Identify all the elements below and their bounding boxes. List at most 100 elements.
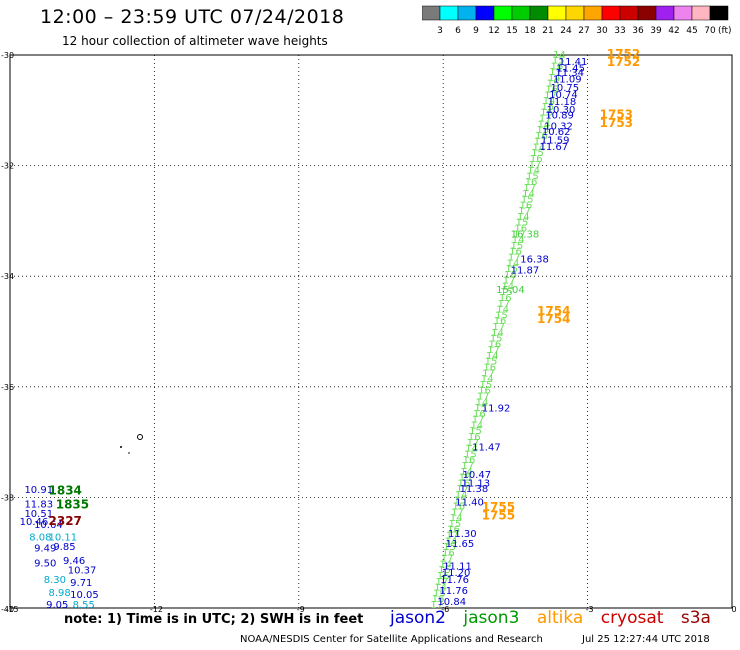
swh-value: 11.40 [455,498,484,509]
track-value: 14 [512,235,525,246]
track-value: 17 [477,391,490,402]
swh-value: 9.71 [70,578,92,589]
y-tick-label: -34 [1,272,14,281]
satellite-legend: jason2 jason3 altika cryosat s3a [390,608,723,628]
swh-value: 9.05 [46,600,68,611]
track-value: 15 [459,473,472,484]
track-value: 15 [521,195,534,206]
swh-value: 11.18 [548,97,577,108]
pass-time-label: 1753 [600,108,633,122]
pass-time-label: 1752 [607,55,640,69]
colorbar-label: 27 [578,26,589,36]
track-value: 14 [465,444,478,455]
track-value: 17 [529,160,542,171]
swh-value: 15.04 [496,285,525,296]
swh-value: 10.37 [68,566,97,577]
pass-time-label: 1754 [537,304,570,318]
track-value: 14 [439,559,452,570]
swh-value: 10.89 [545,111,574,122]
pass-time-label: 1755 [482,509,515,523]
track-value: 15 [541,102,554,113]
swh-value: 10.91 [24,485,53,496]
track-value: 16 [432,594,445,605]
track-value: 15 [474,403,487,414]
colorbar-unit: (ft) [718,26,732,36]
track-value: 17 [508,252,521,263]
colorbar-label: 36 [632,26,644,36]
track-value: 16 [442,548,455,559]
swh-value: 10.46 [20,517,49,528]
colorbar-label: 39 [650,26,662,36]
track-value: 14 [481,374,494,385]
timestamp-text: Jul 25 12:27:44 UTC 2018 [582,634,710,645]
track-value: 14 [527,166,540,177]
track-value: 16 [551,61,564,72]
swh-value: 9.50 [34,559,56,570]
pass-time-label: 1754 [537,312,570,326]
track-value: 17 [539,113,552,124]
track-value: 14 [445,536,458,547]
track-value: 17 [430,600,443,611]
swh-value: 10.32 [544,122,573,133]
x-tick-label: -12 [150,605,163,614]
track-value: 17 [549,67,562,78]
track-value: 14 [491,328,504,339]
track-value: 14 [450,513,463,524]
track-value: 15 [516,218,529,229]
swh-value: 16.38 [520,254,549,265]
track-value: 16 [509,247,522,258]
track-value: 17 [482,368,495,379]
page-title: 12:00 – 23:59 UTC 07/24/2018 [40,6,345,28]
track-value: 14 [553,50,566,61]
island-outline [128,452,130,454]
swh-value: 8.55 [73,600,95,611]
colorbar-label: 21 [542,26,553,36]
swh-value: 11.92 [482,404,511,415]
colorbar-label: 6 [455,26,461,36]
track-value: 16 [504,270,517,281]
track-value: 14 [507,258,520,269]
swh-value: 9.46 [63,556,85,567]
swh-value: 10.75 [551,83,580,94]
legend-cryosat: cryosat [600,608,664,628]
track-value: 16 [540,108,553,119]
track-value: 16 [463,455,476,466]
swh-value: 10.84 [437,597,466,608]
swh-value: 10.30 [547,105,576,116]
track-value: 17 [487,345,500,356]
track-value: 16 [514,224,527,235]
wave-height-colorbar: 3 6 9 12 15 18 21 24 27 30 33 36 39 42 45 70 (ft) [422,5,732,36]
legend-s3a: s3a [680,608,711,628]
track-value: 14 [470,420,483,431]
track-value: 15 [547,79,560,90]
track-value: 16 [468,432,481,443]
track-value: 15 [443,542,456,553]
swh-value: 11.76 [440,575,469,586]
pass-time-label: 1835 [56,497,89,511]
pass-time-label: 1755 [482,500,515,514]
track-value: 16 [499,293,512,304]
x-tick-label: 0 [731,605,736,614]
track-value: 16 [452,502,465,513]
track-value: 17 [441,554,454,565]
track-value: 17 [518,206,531,217]
legend-jason3: jason3 [463,608,520,628]
colorbar-label: 3 [437,26,443,36]
track-value: 15 [495,310,508,321]
pass-time-label: 1834 [49,484,82,498]
track-value: 16 [535,131,548,142]
swh-value: 11.11 [443,561,472,572]
track-value: 17 [544,90,557,101]
x-tick-label: -6 [441,605,449,614]
swh-value: 9.49 [34,544,56,555]
track-value: 17 [523,183,536,194]
track-value: 17 [513,229,526,240]
track-value: 16 [437,571,450,582]
track-value: 14 [496,305,509,316]
track-value: 14 [517,212,530,223]
track-value: 16 [545,85,558,96]
track-value: 17 [503,276,516,287]
jason3-track-band: 1415161714151617141516171415161714151617… [430,50,565,611]
track-value: 15 [433,588,446,599]
